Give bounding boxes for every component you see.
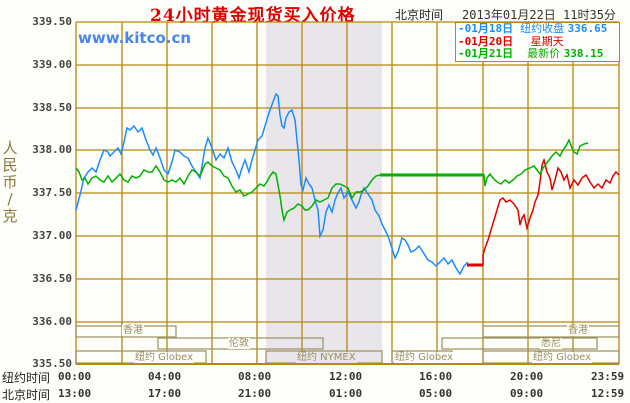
x-tick-ny: 20:00 (510, 370, 544, 383)
x-tick-bj: 12:59 (591, 387, 625, 400)
grid-vertical (75, 22, 620, 364)
y-tick: 338.50 (32, 101, 72, 114)
x-tick-bj: 13:00 (58, 387, 92, 400)
chart-title: 24小时黄金现货买入价格 (150, 6, 356, 26)
y-tick: 338.00 (32, 143, 72, 156)
session-ny-globex-1: 纽约 Globex (134, 352, 195, 363)
y-tick: 339.50 (32, 15, 72, 28)
session-hongkong-1: 香港 (122, 325, 144, 336)
y-tick: 337.00 (32, 229, 72, 242)
session-ny-globex-2: 纽约 Globex (394, 352, 455, 363)
x-tick-ny: 08:00 (238, 370, 272, 383)
x-tick-bj: 21:00 (238, 387, 272, 400)
legend-item-0118: -01月18日 纽约收盘 336.65 (458, 22, 608, 35)
bj-time-label: 北京时间 (2, 388, 51, 402)
y-tick: 335.50 (32, 357, 72, 370)
session-sydney: 悉尼 (540, 338, 562, 349)
session-ny-globex-3: 纽约 Globex (532, 352, 593, 363)
session-ny-nymex: 纽约 NYMEX (296, 352, 357, 363)
beijing-time-label: 北京时间 (395, 8, 444, 22)
x-tick-ny: 00:00 (58, 370, 92, 383)
x-tick-ny: 16:00 (419, 370, 453, 383)
session-london: 伦敦 (228, 338, 250, 349)
legend-item-0120: -01月20日 星期天 (458, 34, 564, 48)
x-tick-bj: 09:00 (510, 387, 544, 400)
session-hongkong-2: 香港 (567, 325, 589, 336)
y-tick: 339.00 (32, 58, 72, 71)
y-axis-title: 人 民 币 / 克 (2, 139, 18, 225)
x-tick-bj: 05:00 (419, 387, 453, 400)
series-0118 (75, 92, 469, 276)
y-tick: 337.50 (32, 186, 72, 199)
x-tick-ny: 04:00 (148, 370, 182, 383)
watermark-link[interactable]: www.kitco.cn (78, 29, 192, 47)
x-tick-ny: 12:00 (329, 370, 363, 383)
y-tick: 336.50 (32, 272, 72, 285)
update-datetime: 2013年01月22日 11时35分 (462, 8, 616, 22)
x-tick-ny: 23:59 (591, 370, 625, 383)
x-tick-bj: 17:00 (148, 387, 182, 400)
x-tick-bj: 01:00 (329, 387, 363, 400)
legend: -01月18日 纽约收盘 336.65 -01月20日 星期天 -01月21日 … (455, 22, 620, 62)
y-tick: 336.00 (32, 315, 72, 328)
series-0120 (467, 157, 620, 266)
series-0121 (75, 138, 589, 223)
ny-time-label: 纽约时间 (2, 371, 51, 385)
legend-item-0121: -01月21日 最新价 338.15 (458, 47, 604, 60)
